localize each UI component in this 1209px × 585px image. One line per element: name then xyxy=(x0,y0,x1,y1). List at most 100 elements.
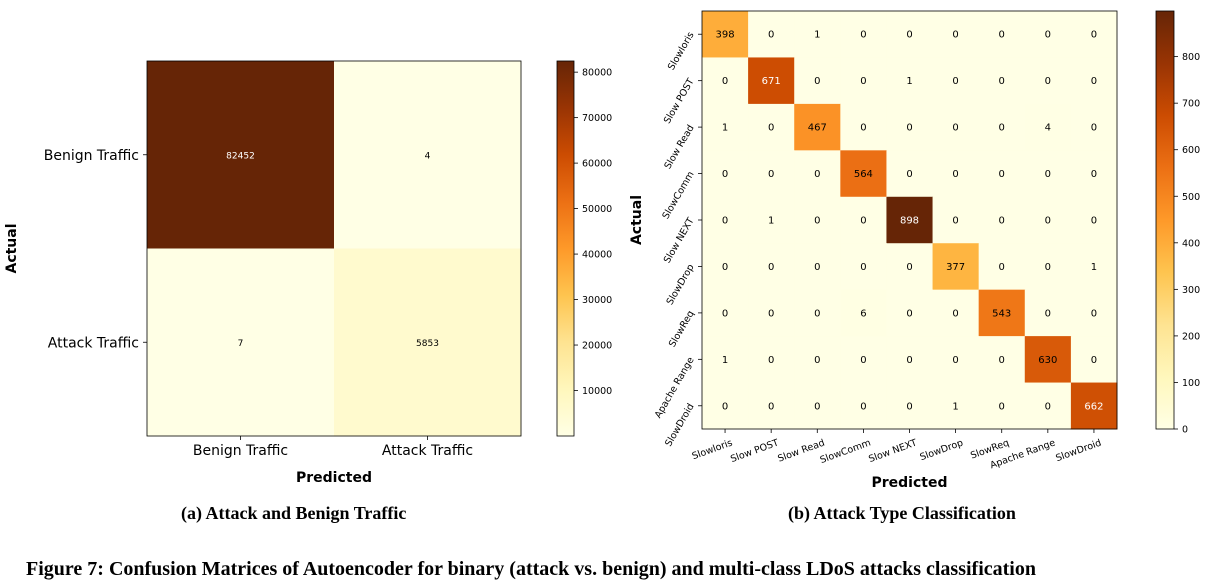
cell-value: 4 xyxy=(425,151,431,161)
matrix-cell xyxy=(794,103,841,151)
cell-value: 6 xyxy=(860,308,866,319)
matrix-cell xyxy=(886,196,934,244)
matrix-cell xyxy=(886,336,934,384)
matrix-cell xyxy=(840,336,887,384)
cell-value: 0 xyxy=(906,123,912,134)
colorbar-tick-label: 0 xyxy=(1182,425,1188,436)
cell-value: 0 xyxy=(952,216,958,227)
matrix-cell xyxy=(932,103,980,151)
matrix-cell xyxy=(702,57,749,105)
y-tick-label: SlowDrop xyxy=(665,262,697,307)
matrix-cell xyxy=(840,57,887,105)
cell-value: 0 xyxy=(999,76,1005,87)
cell-value: 0 xyxy=(999,30,1005,41)
matrix-cell xyxy=(840,382,887,430)
cell-value: 0 xyxy=(768,30,774,41)
matrix-cell xyxy=(748,57,795,105)
matrix-cell xyxy=(886,289,934,337)
matrix-cell xyxy=(1070,336,1118,384)
cell-value: 0 xyxy=(1045,76,1051,87)
matrix-cell xyxy=(794,382,841,430)
matrix-cell xyxy=(932,289,980,337)
matrix-cell xyxy=(978,150,1026,198)
cell-value: 0 xyxy=(1091,30,1097,41)
cell-value: 0 xyxy=(906,169,912,180)
x-tick-label: Slow NEXT xyxy=(867,437,918,465)
matrix-cell xyxy=(748,150,795,198)
cell-value: 0 xyxy=(860,355,866,366)
matrix-cell xyxy=(1070,382,1118,430)
cell-value: 0 xyxy=(1045,30,1051,41)
matrix-cell xyxy=(702,336,749,384)
matrix-cell xyxy=(932,336,980,384)
matrix-cell xyxy=(978,289,1026,337)
cell-value: 0 xyxy=(768,123,774,134)
colorbar-tick-label: 30000 xyxy=(582,295,612,306)
matrix-cell xyxy=(1024,336,1072,384)
figure-caption: Figure 7: Confusion Matrices of Autoenco… xyxy=(26,558,1036,580)
cell-value: 0 xyxy=(768,355,774,366)
x-tick-label: Slow POST xyxy=(729,437,780,465)
colorbar-tick-label: 700 xyxy=(1182,99,1200,110)
x-tick-label: SlowDroid xyxy=(1054,437,1103,464)
y-tick-label: Attack Traffic xyxy=(48,335,139,351)
colorbar-tick-label: 600 xyxy=(1182,145,1200,156)
cell-value: 0 xyxy=(722,216,728,227)
cell-value: 0 xyxy=(722,76,728,87)
x-tick-label: SlowComm xyxy=(819,437,873,466)
y-tick-label: Slow POST xyxy=(662,76,697,125)
matrix-cell xyxy=(978,196,1026,244)
matrix-cell xyxy=(840,103,887,151)
matrix-cell xyxy=(886,11,934,58)
cell-value: 0 xyxy=(1045,262,1051,273)
colorbar-tick-label: 100 xyxy=(1182,378,1200,389)
cell-value: 0 xyxy=(1045,401,1051,412)
cell-value: 0 xyxy=(999,169,1005,180)
colorbar xyxy=(1155,10,1175,430)
y-tick-label: Slow Read xyxy=(662,123,696,171)
cell-value: 0 xyxy=(952,355,958,366)
cell-value: 0 xyxy=(814,216,820,227)
matrix-cell xyxy=(978,11,1026,58)
matrix-cell xyxy=(1070,103,1118,151)
cell-value: 0 xyxy=(768,169,774,180)
cell-value: 0 xyxy=(1091,76,1097,87)
cell-value: 0 xyxy=(952,30,958,41)
matrix-cell xyxy=(1024,11,1072,58)
cell-value: 0 xyxy=(906,262,912,273)
x-axis-label: Predicted xyxy=(296,470,372,486)
matrix-cell xyxy=(840,243,887,291)
cell-value: 0 xyxy=(860,76,866,87)
cell-value: 0 xyxy=(999,216,1005,227)
cell-value: 0 xyxy=(814,169,820,180)
y-tick-label: Slow NEXT xyxy=(662,216,697,265)
matrix-cell xyxy=(794,11,841,58)
cell-value: 0 xyxy=(768,308,774,319)
cell-value: 7 xyxy=(238,339,244,349)
matrix-cell xyxy=(886,103,934,151)
cell-value: 671 xyxy=(762,76,781,87)
matrix-cell xyxy=(978,57,1026,105)
cell-value: 0 xyxy=(1091,169,1097,180)
cell-value: 0 xyxy=(1091,216,1097,227)
matrix-cell xyxy=(1024,382,1072,430)
matrix-cell xyxy=(1070,243,1118,291)
matrix-cell xyxy=(794,243,841,291)
matrix-cell xyxy=(147,61,335,249)
cell-value: 0 xyxy=(722,308,728,319)
matrix-cell xyxy=(932,11,980,58)
cell-value: 0 xyxy=(768,401,774,412)
cell-value: 377 xyxy=(946,262,965,273)
matrix-cell xyxy=(702,150,749,198)
cell-value: 4 xyxy=(1045,123,1051,134)
cell-value: 0 xyxy=(1045,308,1051,319)
cell-value: 0 xyxy=(814,262,820,273)
matrix-cell xyxy=(794,289,841,337)
cell-value: 0 xyxy=(952,76,958,87)
matrix-cell xyxy=(1070,11,1118,58)
y-axis-label: Actual xyxy=(4,223,20,273)
cell-value: 1 xyxy=(1091,262,1097,273)
cell-value: 0 xyxy=(999,401,1005,412)
y-tick-label: SlowComm xyxy=(660,170,696,222)
cell-value: 564 xyxy=(854,169,873,180)
